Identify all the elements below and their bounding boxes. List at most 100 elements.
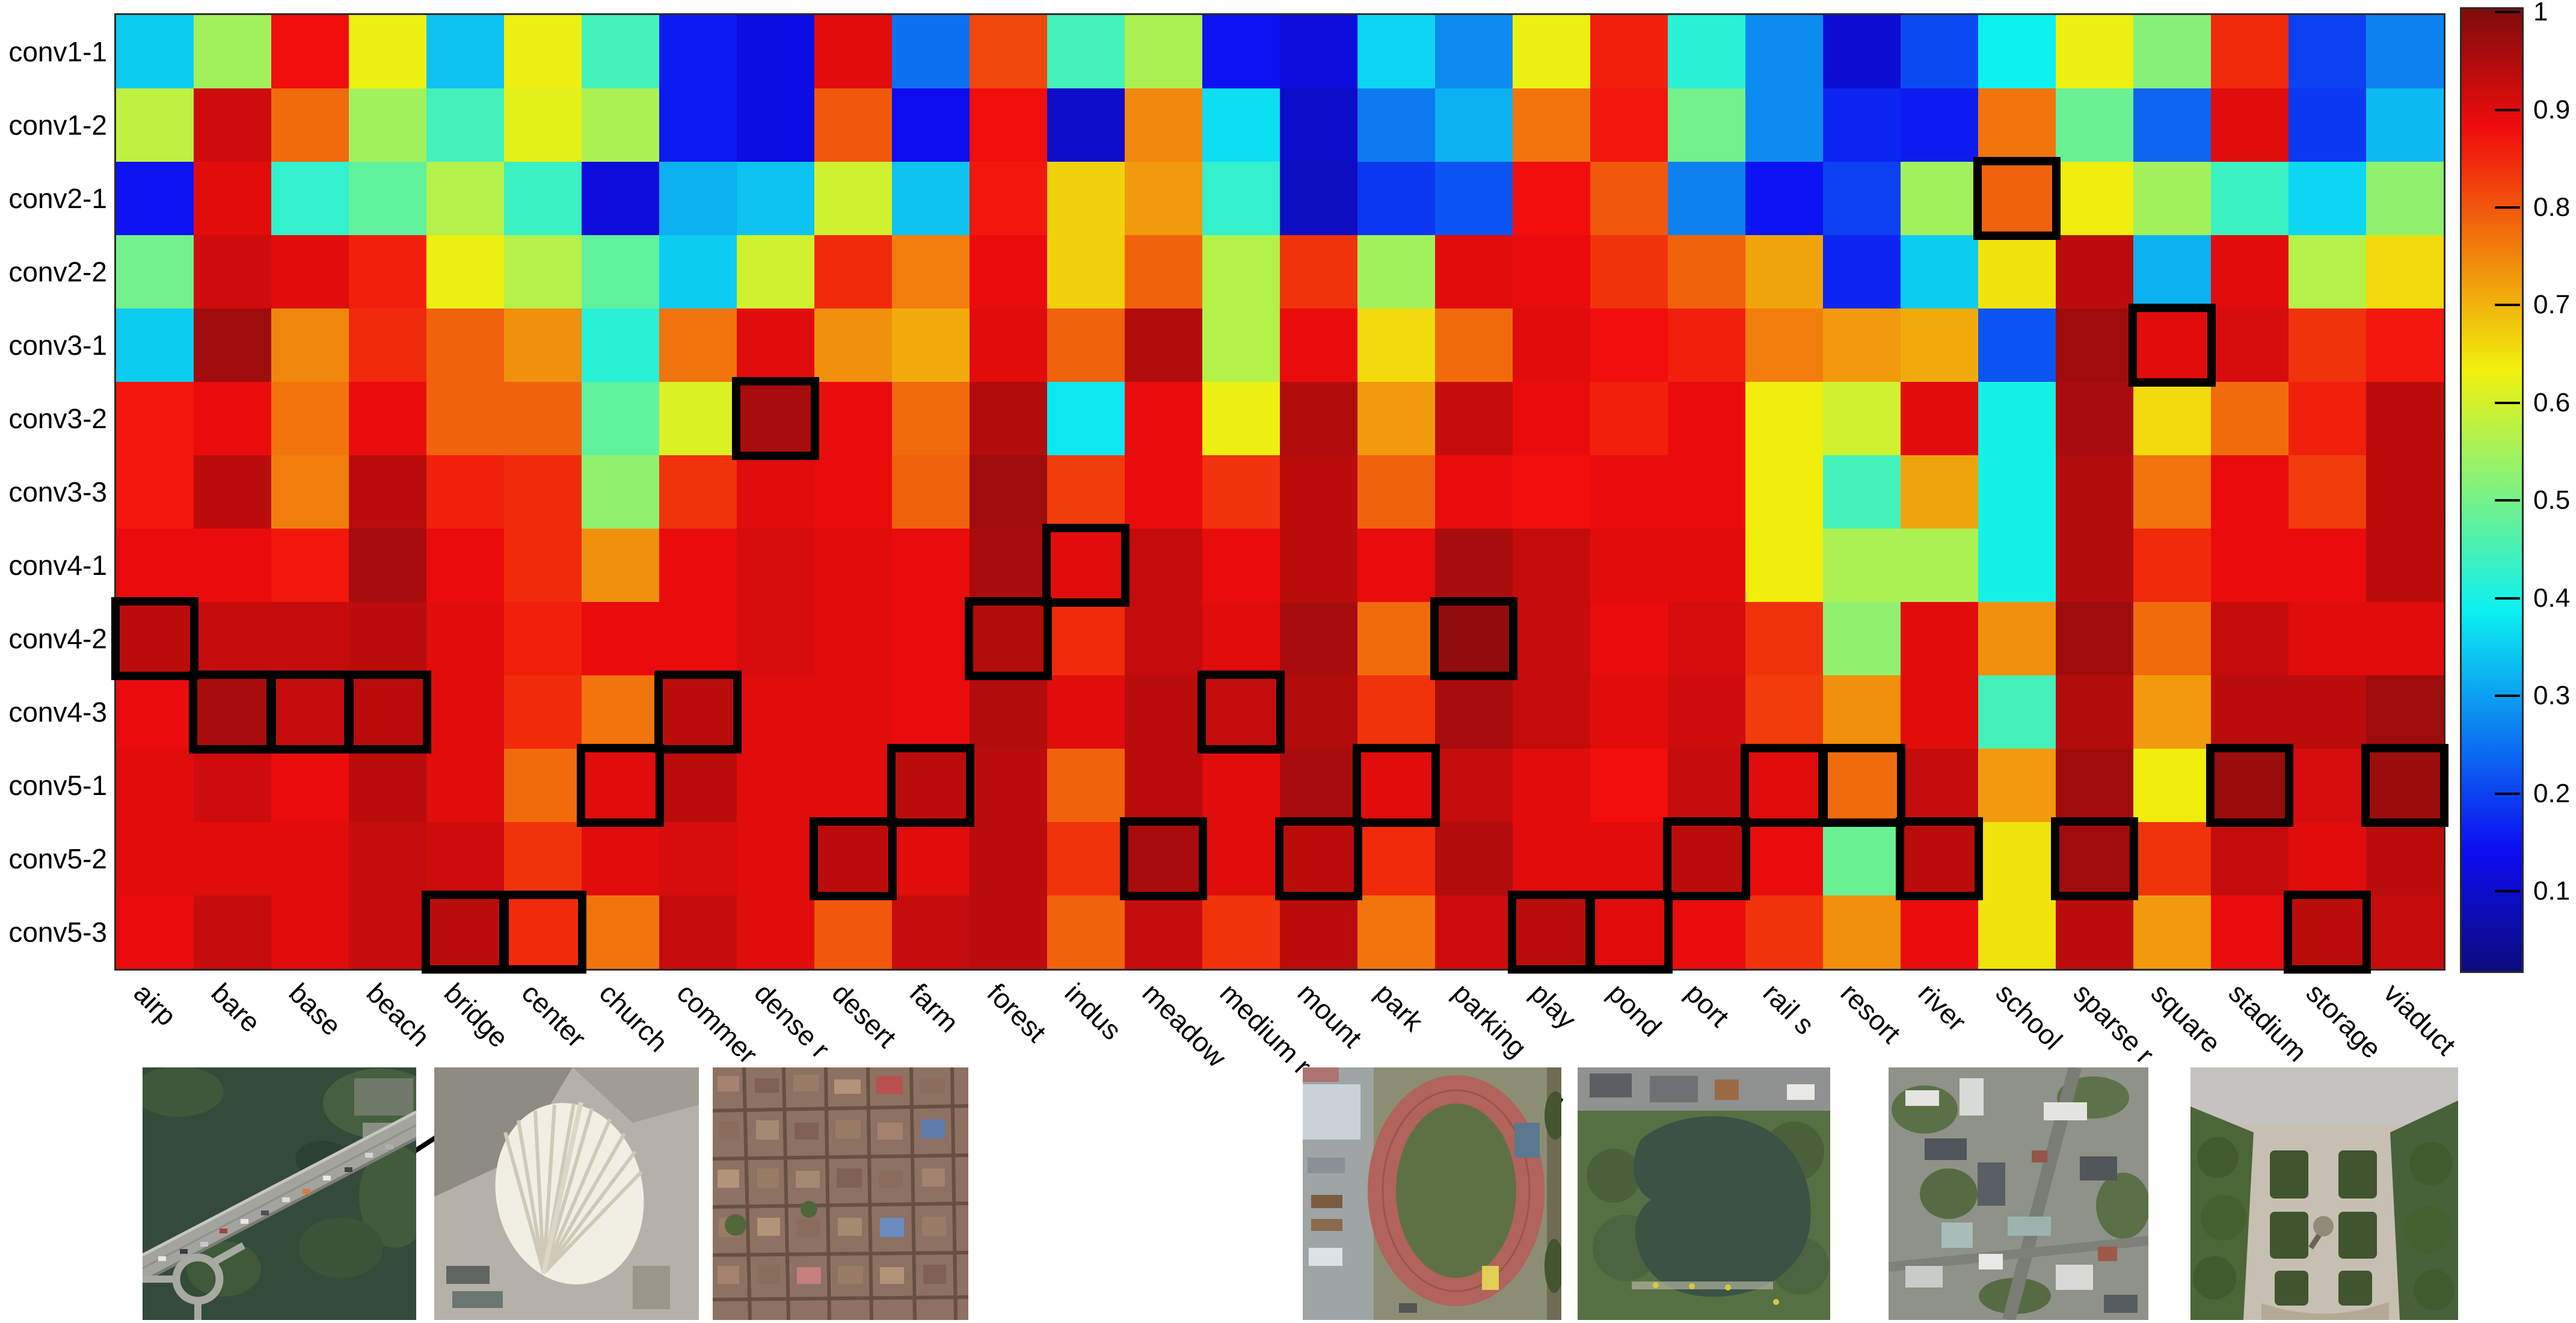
heatmap-cell [349,602,426,675]
heatmap-cell [582,382,659,455]
heatmap-cell [1823,749,1901,822]
heatmap-cell [1668,15,1745,88]
colorbar-tick-label: 0.5 [2533,485,2571,515]
heatmap-cell [1978,88,2056,162]
heatmap-cell [1668,749,1745,822]
heatmap-cell [116,162,194,235]
colorbar-tick [2495,11,2520,14]
heatmap-cell [1978,822,2056,895]
heatmap-cell [504,382,582,455]
heatmap-cell [737,235,814,308]
heatmap-cell [814,88,892,162]
heatmap-cell [1823,162,1901,235]
heatmap-cell [1280,675,1357,749]
sample-image-dense-residential [713,1067,968,1320]
sample-image-bridge [143,1067,416,1320]
heatmap-cell [1745,235,1823,308]
col-label: base [283,977,348,1042]
heatmap-cell [2366,15,2444,88]
heatmap-cell [659,88,737,162]
heatmap-cell [1590,675,1668,749]
heatmap-cell [1745,749,1823,822]
heatmap-cell [1513,15,1590,88]
col-label: meadow [1136,977,1232,1073]
heatmap-cell [2133,88,2211,162]
heatmap-cell [1823,235,1901,308]
colorbar-tick [2495,890,2520,893]
heatmap-cell [1978,308,2056,382]
heatmap-cell [2366,88,2444,162]
sample-image-pond [1578,1067,1830,1320]
heatmap-cell [2366,895,2444,969]
col-label: park [1369,977,1430,1037]
row-label: conv3-3 [8,476,107,508]
heatmap-cell [1745,675,1823,749]
heatmap-cell [2056,162,2133,235]
heatmap-cell [2056,15,2133,88]
heatmap-cell [116,88,194,162]
heatmap-cell [659,235,737,308]
row-label: conv5-2 [8,843,107,874]
heatmap-cell [1513,382,1590,455]
heatmap-cell [2366,235,2444,308]
heatmap-cell [1901,235,1978,308]
heatmap-cell [2211,749,2289,822]
heatmap-cell [116,895,194,969]
heatmap-cell [1280,455,1357,529]
heatmap-cell [970,602,1047,675]
colorbar-tick [2495,304,2520,307]
heatmap-cell [504,455,582,529]
heatmap-cell [2366,382,2444,455]
heatmap-cell [349,88,426,162]
heatmap-cell [737,308,814,382]
heatmap-cell [271,382,349,455]
heatmap-cell [194,88,271,162]
heatmap-cell [349,308,426,382]
heatmap-cell [1047,749,1125,822]
heatmap-cell [1047,162,1125,235]
col-label: sparse r [2067,977,2160,1070]
heatmap-cell [426,88,504,162]
heatmap-cell [349,822,426,895]
heatmap-cell [582,529,659,602]
col-label: stadium [2222,977,2313,1068]
heatmap-cell [194,895,271,969]
heatmap-cell [1125,895,1202,969]
heatmap-cell [2366,162,2444,235]
heatmap-cell [1978,675,2056,749]
heatmap-cell [1978,749,2056,822]
heatmap-cell [2133,235,2211,308]
col-label: parking [1446,977,1533,1064]
heatmap-cell [1125,675,1202,749]
heatmap-cell [737,455,814,529]
heatmap-cell [2133,822,2211,895]
heatmap-cell [116,308,194,382]
heatmap-cell [2289,455,2366,529]
heatmap-cell [1978,162,2056,235]
heatmap-cell [970,382,1047,455]
heatmap-cell [1435,529,1513,602]
col-label: resort [1834,977,1907,1049]
heatmap-cell [1668,382,1745,455]
heatmap-cell [814,308,892,382]
row-label: conv2-1 [8,183,107,214]
colorbar-tick [2495,792,2520,795]
heatmap-cell [2133,382,2211,455]
heatmap-cell [2056,675,2133,749]
heatmap-cell [2211,602,2289,675]
row-label: conv4-3 [8,696,107,728]
sample-image-school [1889,1067,2148,1320]
heatmap-cell [659,162,737,235]
heatmap-cell [1202,455,1280,529]
heatmap-cell [2211,382,2289,455]
heatmap-cell [116,529,194,602]
colorbar-tick-label: 0.1 [2533,876,2571,906]
heatmap-cell [1668,675,1745,749]
heatmap-cell [504,162,582,235]
heatmap-cell [1590,162,1668,235]
rooftops [718,1075,946,1284]
heatmap-cell [814,529,892,602]
heatmap-cell [2056,529,2133,602]
heatmap-cell [892,162,970,235]
heatmap-cell [426,162,504,235]
